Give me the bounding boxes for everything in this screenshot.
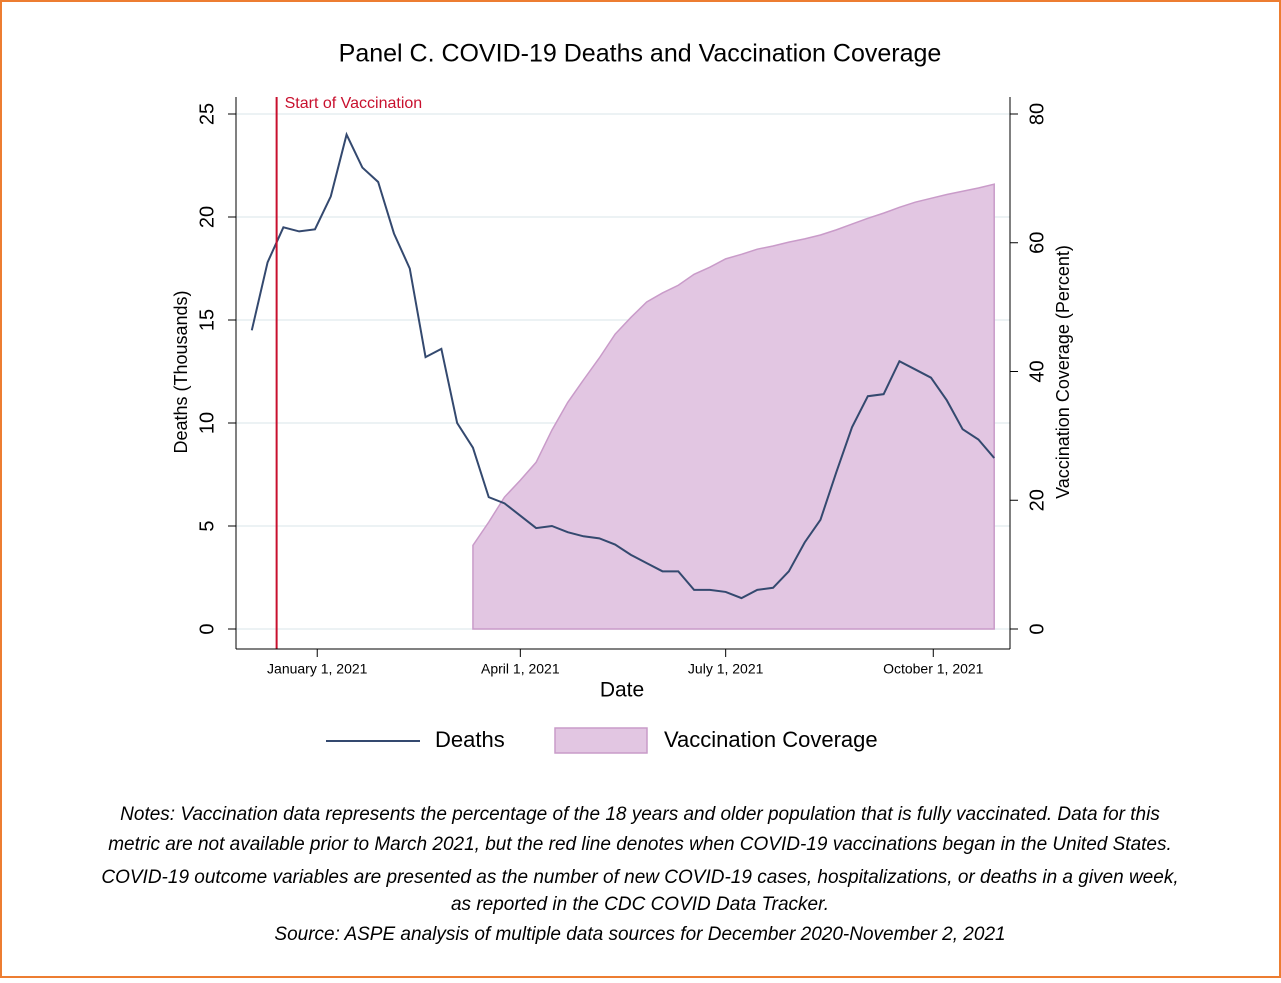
y-tick-label: 0 bbox=[196, 623, 218, 634]
line bbox=[250, 131, 995, 600]
x-tick-label: July 1, 2021 bbox=[688, 661, 764, 677]
area bbox=[472, 183, 995, 630]
y2-tick-label: 40 bbox=[1026, 360, 1048, 382]
legend-swatch bbox=[554, 727, 648, 754]
x-tick-label: October 1, 2021 bbox=[883, 661, 984, 677]
note-line: as reported in the CDC COVID Data Tracke… bbox=[451, 894, 829, 915]
x-tick-label: January 1, 2021 bbox=[267, 661, 368, 677]
y-tick-label: 10 bbox=[196, 412, 218, 434]
x-tick-label: April 1, 2021 bbox=[481, 661, 560, 677]
legend-label: Vaccination Coverage bbox=[664, 727, 878, 752]
y-tick-label: 15 bbox=[196, 309, 218, 331]
y-axis-label: Deaths (Thousands) bbox=[171, 290, 191, 453]
note-line: Notes: Vaccination data represents the p… bbox=[120, 804, 1160, 825]
legend-label: Deaths bbox=[435, 727, 505, 752]
y-tick-label: 20 bbox=[196, 206, 218, 228]
source: Source: ASPE analysis of multiple data s… bbox=[274, 924, 1005, 945]
note-line: COVID-19 outcome variables are presented… bbox=[101, 867, 1178, 888]
y-tick-label: 5 bbox=[196, 520, 218, 531]
y2-tick-label: 80 bbox=[1026, 103, 1048, 125]
y2-axis-label: Vaccination Coverage (Percent) bbox=[1053, 245, 1073, 499]
note-line: metric are not available prior to March … bbox=[108, 834, 1172, 855]
y2-tick-label: 20 bbox=[1026, 489, 1048, 511]
chart-title: Panel C. COVID-19 Deaths and Vaccination… bbox=[339, 40, 942, 68]
y2-tick-label: 60 bbox=[1026, 232, 1048, 254]
annotation-label: Start of Vaccination bbox=[285, 95, 423, 112]
x-axis-label: Date bbox=[600, 679, 644, 702]
y-tick-label: 25 bbox=[196, 103, 218, 125]
y2-tick-label: 0 bbox=[1026, 623, 1048, 634]
